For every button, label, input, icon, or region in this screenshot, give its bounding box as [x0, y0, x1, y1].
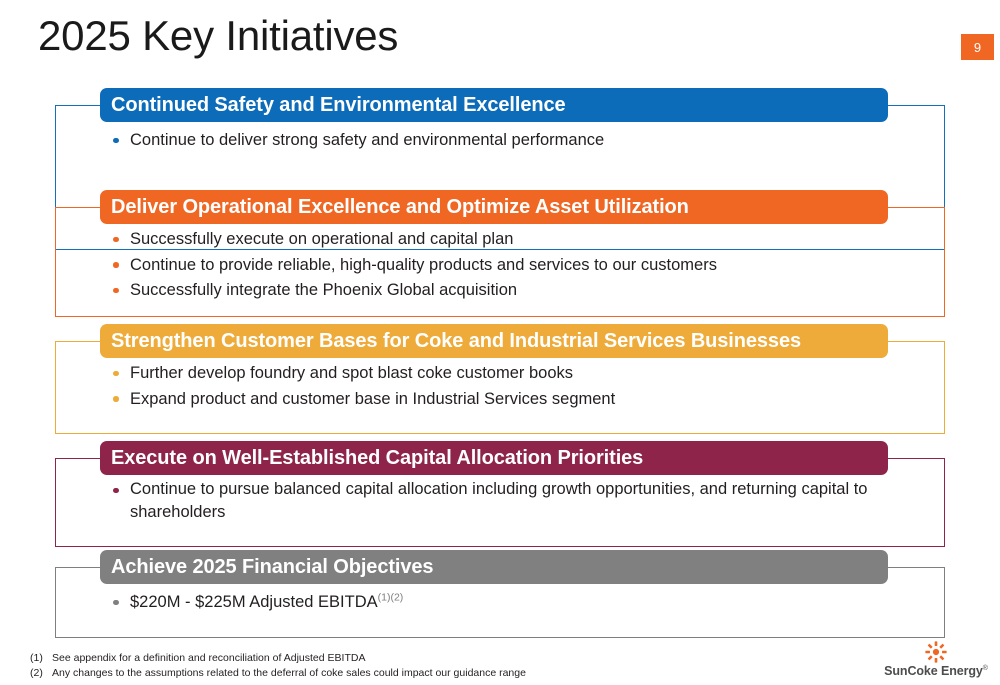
initiative-bullet-list-financial-objectives: $220M - $225M Adjusted EBITDA(1)(2) [112, 590, 403, 616]
footnote-item: (2) Any changes to the assumptions relate… [30, 666, 526, 681]
footnote-text: Any changes to the assumptions related t… [52, 666, 526, 679]
footnote-text: See appendix for a definition and reconc… [52, 652, 366, 664]
list-item: Successfully execute on operational and … [112, 227, 717, 252]
list-item: Continue to deliver strong safety and en… [112, 128, 604, 153]
registered-trademark-icon: ® [982, 664, 988, 672]
page-title: 2025 Key Initiatives [38, 12, 399, 59]
list-item: Expand product and customer base in Indu… [112, 387, 615, 412]
list-item: Successfully integrate the Phoenix Globa… [112, 278, 717, 303]
initiative-heading-capital-allocation: Execute on Well-Established Capital Allo… [100, 441, 888, 475]
footnote-marker: (1) [30, 652, 43, 664]
sunburst-icon [925, 641, 947, 663]
list-item: Continue to provide reliable, high-quali… [112, 253, 717, 278]
list-item: Further develop foundry and spot blast c… [112, 361, 615, 386]
bullet-text: Continue to pursue balanced capital allo… [130, 480, 868, 521]
bullet-text: Continue to deliver strong safety and en… [130, 131, 605, 149]
initiative-bullet-list-safety: Continue to deliver strong safety and en… [112, 128, 604, 154]
page-number-badge: 9 [961, 34, 994, 60]
bullet-text: $220M - $225M Adjusted EBITDA [130, 593, 378, 611]
initiative-bullet-list-operational: Successfully execute on operational and … [112, 227, 717, 304]
footnote-reference: (1)(2) [377, 591, 404, 604]
bullet-text: Successfully integrate the Phoenix Globa… [130, 281, 518, 299]
initiative-heading-customer-bases: Strengthen Customer Bases for Coke and I… [100, 324, 888, 358]
bullet-text: Further develop foundry and spot blast c… [130, 364, 573, 382]
initiative-heading-financial-objectives: Achieve 2025 Financial Objectives [100, 550, 888, 584]
footnotes: (1) See appendix for a definition and rec… [30, 651, 526, 680]
initiative-bullet-list-capital-allocation: Continue to pursue balanced capital allo… [112, 478, 940, 525]
initiative-bullet-list-customer-bases: Further develop foundry and spot blast c… [112, 361, 615, 412]
bullet-text: Expand product and customer base in Indu… [130, 389, 616, 408]
logo-wordmark-text: SunCoke Energy [884, 664, 983, 678]
company-logo: SunCoke Energy® [880, 641, 992, 678]
bullet-text: Successfully execute on operational and … [130, 230, 514, 248]
bullet-text: Continue to provide reliable, high-quali… [130, 255, 717, 274]
initiative-heading-safety: Continued Safety and Environmental Excel… [100, 88, 888, 122]
footnote-item: (1) See appendix for a definition and rec… [30, 651, 526, 666]
footnote-marker: (2) [30, 666, 43, 679]
list-item: Continue to pursue balanced capital allo… [112, 478, 940, 524]
list-item: $220M - $225M Adjusted EBITDA(1)(2) [112, 590, 403, 615]
initiative-heading-operational: Deliver Operational Excellence and Optim… [100, 190, 888, 224]
logo-wordmark: SunCoke Energy® [880, 664, 992, 678]
